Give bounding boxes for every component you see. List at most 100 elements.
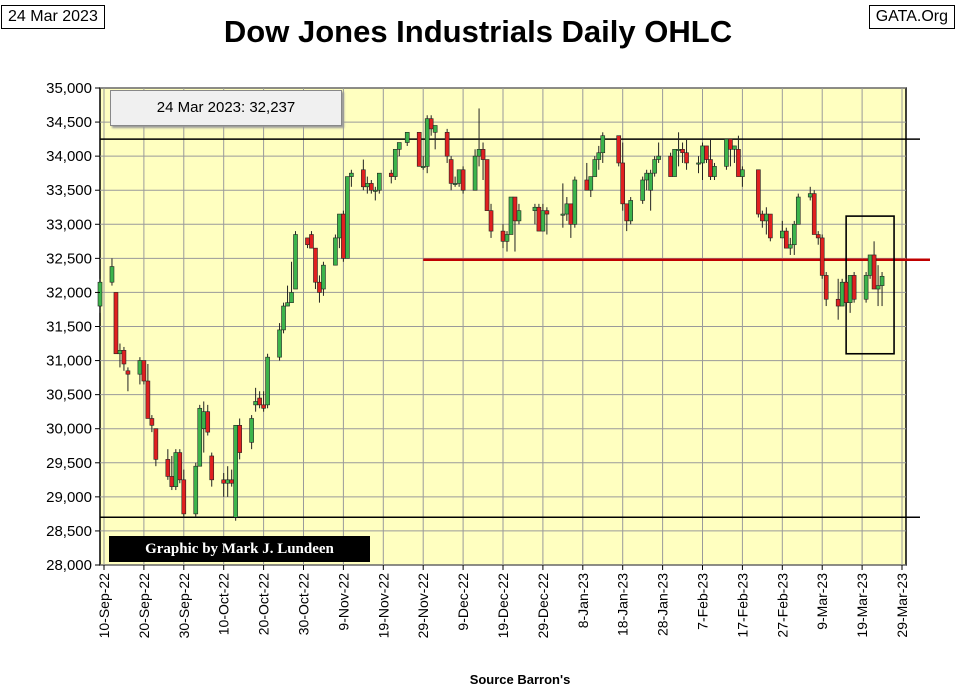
candle-up [724, 138, 729, 167]
candle-up [432, 125, 438, 133]
x-tick-label: 17-Feb-23 [734, 573, 750, 638]
candle-down [684, 152, 689, 164]
candle-down [369, 183, 374, 191]
candle-up [404, 131, 410, 143]
x-tick-label: 20-Sep-22 [136, 573, 152, 639]
candle-up [456, 169, 462, 184]
candle-down [708, 159, 713, 177]
x-tick-label: 29-Dec-22 [535, 573, 551, 639]
candle-down [448, 159, 454, 184]
x-tick-label: 8-Jan-23 [575, 573, 591, 628]
candle-down [165, 459, 171, 477]
y-tick-label: 29,500 [46, 455, 92, 472]
candle-up [476, 149, 482, 157]
y-tick-label: 29,000 [46, 489, 92, 506]
candle-up [588, 176, 594, 191]
candle-down [616, 135, 622, 164]
candle-down [305, 237, 310, 246]
y-tick-label: 34,000 [46, 148, 92, 165]
candle-down [624, 203, 629, 222]
candle-down [221, 479, 226, 484]
candle-down [341, 213, 346, 259]
candle-down [823, 275, 829, 300]
candle-up [787, 244, 793, 249]
candle-down [568, 203, 574, 225]
chart-title: Dow Jones Industrials Daily OHLC [223, 14, 733, 49]
y-tick-label: 30,500 [46, 387, 92, 404]
y-tick-label: 33,000 [46, 216, 92, 233]
candle-up [508, 196, 514, 235]
candle-down [313, 247, 318, 283]
x-tick-label: 19-Nov-22 [375, 573, 391, 639]
candle-down [704, 145, 709, 160]
candle-up [281, 305, 286, 331]
x-tick-label: 30-Sep-22 [176, 573, 192, 639]
candle-up [117, 350, 123, 355]
candle-up [173, 452, 179, 487]
candle-up [700, 145, 705, 164]
candle-up [740, 169, 745, 177]
candle-down [768, 213, 773, 239]
candle-down [121, 350, 127, 365]
candle-down [444, 131, 450, 157]
candle-down [113, 292, 119, 355]
candle-down [416, 131, 422, 167]
candle-down [257, 397, 262, 406]
candle-up [656, 155, 661, 160]
candle-down [153, 428, 159, 460]
candle-down [480, 149, 486, 160]
candle-down [736, 149, 741, 177]
site-stamp: GATA.Org [868, 5, 955, 29]
candle-down [388, 172, 394, 177]
candle-up [377, 172, 382, 191]
candle-up [345, 176, 350, 259]
candle-down [125, 370, 131, 375]
x-tick-label: 29-Mar-23 [894, 573, 910, 638]
candle-up [863, 275, 869, 300]
candle-down [177, 452, 183, 481]
candle-up [732, 145, 737, 150]
candle-up [321, 264, 326, 290]
candle-up [764, 213, 769, 222]
candle-down [843, 281, 849, 303]
candle-up [596, 152, 602, 160]
candle-up [249, 418, 254, 443]
candle-up [867, 254, 873, 276]
candle-up [225, 479, 230, 484]
candle-down [229, 479, 234, 484]
candle-up [109, 266, 115, 283]
candle-up [676, 149, 681, 151]
candle-up [277, 329, 282, 358]
candle-down [261, 404, 266, 409]
x-tick-label: 10-Sep-22 [96, 573, 112, 639]
candle-up [193, 465, 199, 515]
candle-up [628, 200, 633, 222]
candle-down [783, 230, 789, 249]
candle-up [795, 196, 801, 225]
candle-up [572, 179, 578, 225]
x-tick-label: 9-Dec-22 [455, 573, 471, 631]
candle-up [672, 149, 677, 177]
candle-down [460, 169, 466, 191]
candle-up [879, 275, 885, 286]
candle-up [648, 172, 653, 191]
x-tick-label: 9-Nov-22 [335, 573, 351, 631]
y-tick-label: 33,500 [46, 182, 92, 199]
candle-up [253, 401, 258, 406]
candle-up [472, 155, 478, 191]
candle-down [181, 479, 187, 515]
x-tick-label: 28-Jan-23 [655, 573, 671, 636]
y-axis: 28,000 28,500 29,000 29,500 30,000 30,500 31,0… [46, 80, 100, 574]
x-tick-label: 19-Mar-23 [854, 573, 870, 638]
x-tick-label: 29-Nov-22 [415, 573, 431, 639]
candle-down [361, 169, 366, 188]
x-tick-label: 9-Mar-23 [814, 573, 830, 630]
candle-up [540, 210, 546, 232]
candle-down [756, 169, 761, 215]
candle-up [137, 360, 143, 375]
candle-up [233, 425, 238, 518]
candle-down [815, 234, 821, 239]
candle-down [317, 281, 322, 293]
candles [97, 108, 885, 521]
